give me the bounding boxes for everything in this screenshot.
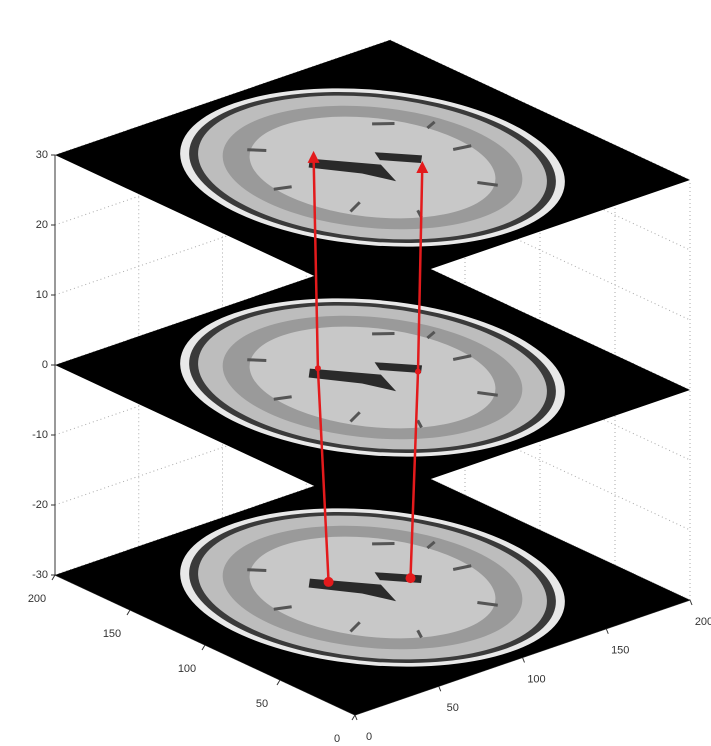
z-tick-label: 0 [42, 359, 48, 371]
x-tick-label: 150 [611, 645, 629, 657]
y-tick-label: 50 [256, 698, 268, 710]
x-tick-label: 0 [366, 731, 372, 743]
slices [55, 40, 690, 715]
y-tick-label: 0 [334, 733, 340, 745]
track-point [406, 573, 416, 583]
tick-mark [355, 715, 357, 720]
track-point [324, 577, 334, 587]
y-tick-label: 100 [178, 663, 196, 675]
x-tick-label: 100 [527, 673, 545, 685]
track-point [415, 369, 421, 375]
z-tick-label: -10 [32, 429, 48, 441]
z-tick-label: 10 [36, 289, 48, 301]
tick-mark [352, 715, 355, 720]
tick-mark [606, 629, 608, 634]
slice [55, 40, 690, 295]
tick-mark [439, 686, 441, 691]
z-tick-label: 20 [36, 219, 48, 231]
z-tick-label: -20 [32, 499, 48, 511]
z-tick-label: -30 [32, 569, 48, 581]
track-point [315, 365, 321, 371]
x-tick-label: 50 [447, 702, 459, 714]
z-tick-label: 30 [36, 149, 48, 161]
tick-mark [277, 680, 280, 685]
y-tick-label: 200 [28, 593, 46, 605]
tick-mark [127, 610, 130, 615]
chart: -30 -20 -10 0 10 20 30 0 50 100 150 200 0 50 100 150 200 [0, 0, 711, 746]
tick-mark [202, 645, 205, 650]
tick-mark [523, 658, 525, 663]
y-tick-label: 150 [103, 628, 121, 640]
tick-mark [52, 575, 55, 580]
x-tick-label: 200 [695, 616, 711, 628]
tick-mark [690, 600, 692, 605]
